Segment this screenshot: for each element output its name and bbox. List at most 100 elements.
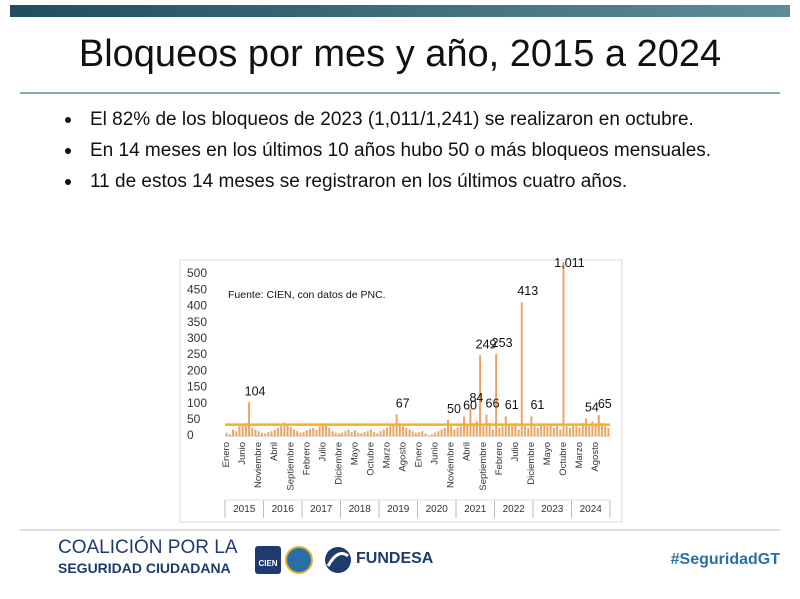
x-tick-label: Mayo: [349, 442, 360, 465]
coalition-name: COALICIÓN POR LA: [58, 536, 238, 558]
bar: [328, 427, 331, 436]
bar: [559, 429, 562, 436]
x-tick-label: Noviembre: [253, 442, 264, 488]
bar: [575, 426, 578, 436]
bar: [601, 423, 603, 436]
bar: [280, 426, 283, 436]
bar: [536, 427, 539, 436]
bar: [293, 429, 295, 436]
bar: [260, 432, 263, 436]
bar: [373, 432, 376, 436]
bar: [273, 429, 276, 436]
bar: [479, 355, 482, 436]
bar: [321, 423, 324, 436]
value-label: 413: [517, 284, 538, 298]
bullet-dot: [65, 179, 71, 185]
bar: [379, 431, 382, 436]
bar: [504, 416, 507, 436]
slide-title: Bloqueos por mes y año, 2015 a 2024: [79, 33, 721, 75]
bar: [540, 424, 542, 436]
bar: [341, 432, 344, 436]
value-label: 66: [486, 397, 500, 411]
bar: [491, 429, 494, 436]
year-label: 2024: [580, 504, 603, 515]
x-tick-label: Enero: [221, 442, 232, 467]
y-tick-label: 0: [187, 428, 194, 442]
shield-logo: [285, 546, 313, 574]
bar: [235, 431, 238, 436]
bar: [357, 432, 360, 436]
bar: [430, 434, 433, 436]
bar: [398, 423, 401, 436]
y-tick-label: 350: [187, 315, 207, 329]
bar: [331, 431, 334, 436]
bar: [572, 424, 575, 436]
bar: [411, 431, 414, 436]
value-label: 61: [505, 398, 519, 412]
bullet-line: 11 de estos 14 meses se registraron en l…: [90, 171, 627, 192]
year-label: 2019: [387, 504, 410, 515]
bar: [337, 433, 340, 436]
y-tick-label: 250: [187, 347, 207, 361]
x-tick-label: Marzo: [382, 442, 393, 468]
value-label: 1,011: [554, 256, 584, 270]
bar: [299, 432, 302, 436]
bar: [350, 432, 353, 436]
bar: [524, 426, 526, 436]
year-label: 2023: [541, 504, 564, 515]
bullet-list: El 82% de los bloqueos de 2023 (1,011/1,…: [65, 109, 711, 192]
x-tick-label: Noviembre: [446, 442, 457, 488]
bar: [305, 430, 308, 436]
value-label: 50: [447, 402, 461, 416]
year-label: 2017: [310, 504, 333, 515]
value-label: 65: [598, 397, 612, 411]
bar: [437, 431, 440, 436]
bar: [604, 426, 607, 436]
bullet-text: En 14 meses en los últimos 10 años hubo …: [90, 140, 711, 161]
bar: [453, 429, 456, 436]
bar: [392, 424, 395, 436]
x-tick-label: Diciembre: [333, 442, 344, 485]
value-label: 249: [476, 337, 497, 351]
chart-frame: [179, 259, 623, 523]
bar: [309, 428, 311, 436]
bar: [251, 427, 254, 436]
bar: [344, 431, 347, 436]
x-tick-label: Marzo: [574, 442, 585, 468]
bar: [232, 429, 234, 436]
x-tick-label: Octubre: [558, 442, 569, 476]
bar: [501, 426, 504, 436]
y-tick-label: 50: [187, 412, 201, 426]
year-label: 2021: [464, 504, 487, 515]
bar: [520, 302, 523, 436]
fundesa-mark: [326, 552, 349, 567]
bar: [556, 426, 559, 436]
bar: [376, 433, 379, 436]
bar: [382, 429, 385, 436]
bar: [546, 426, 549, 436]
bar: [418, 432, 421, 436]
bar: [578, 427, 581, 436]
bar: [607, 427, 610, 436]
bar: [588, 426, 591, 436]
bar: [296, 431, 299, 436]
y-tick-label: 300: [187, 331, 207, 345]
bar: [257, 431, 260, 436]
bar: [469, 408, 472, 436]
bar: [267, 432, 270, 436]
bar: [450, 426, 453, 436]
bar: [315, 429, 318, 436]
x-tick-label: Julio: [510, 442, 521, 462]
bar: [447, 419, 449, 436]
bar: [562, 262, 565, 436]
bar: [581, 423, 584, 436]
bar: [463, 416, 465, 436]
bar: [568, 427, 571, 436]
bar: [276, 427, 279, 436]
bar: [363, 432, 366, 436]
bar: [386, 427, 388, 436]
bar: [389, 426, 392, 436]
annotation: Fuente: CIEN, con datos de PNC.: [228, 289, 386, 301]
x-tick-label: Septiembre: [285, 442, 296, 491]
